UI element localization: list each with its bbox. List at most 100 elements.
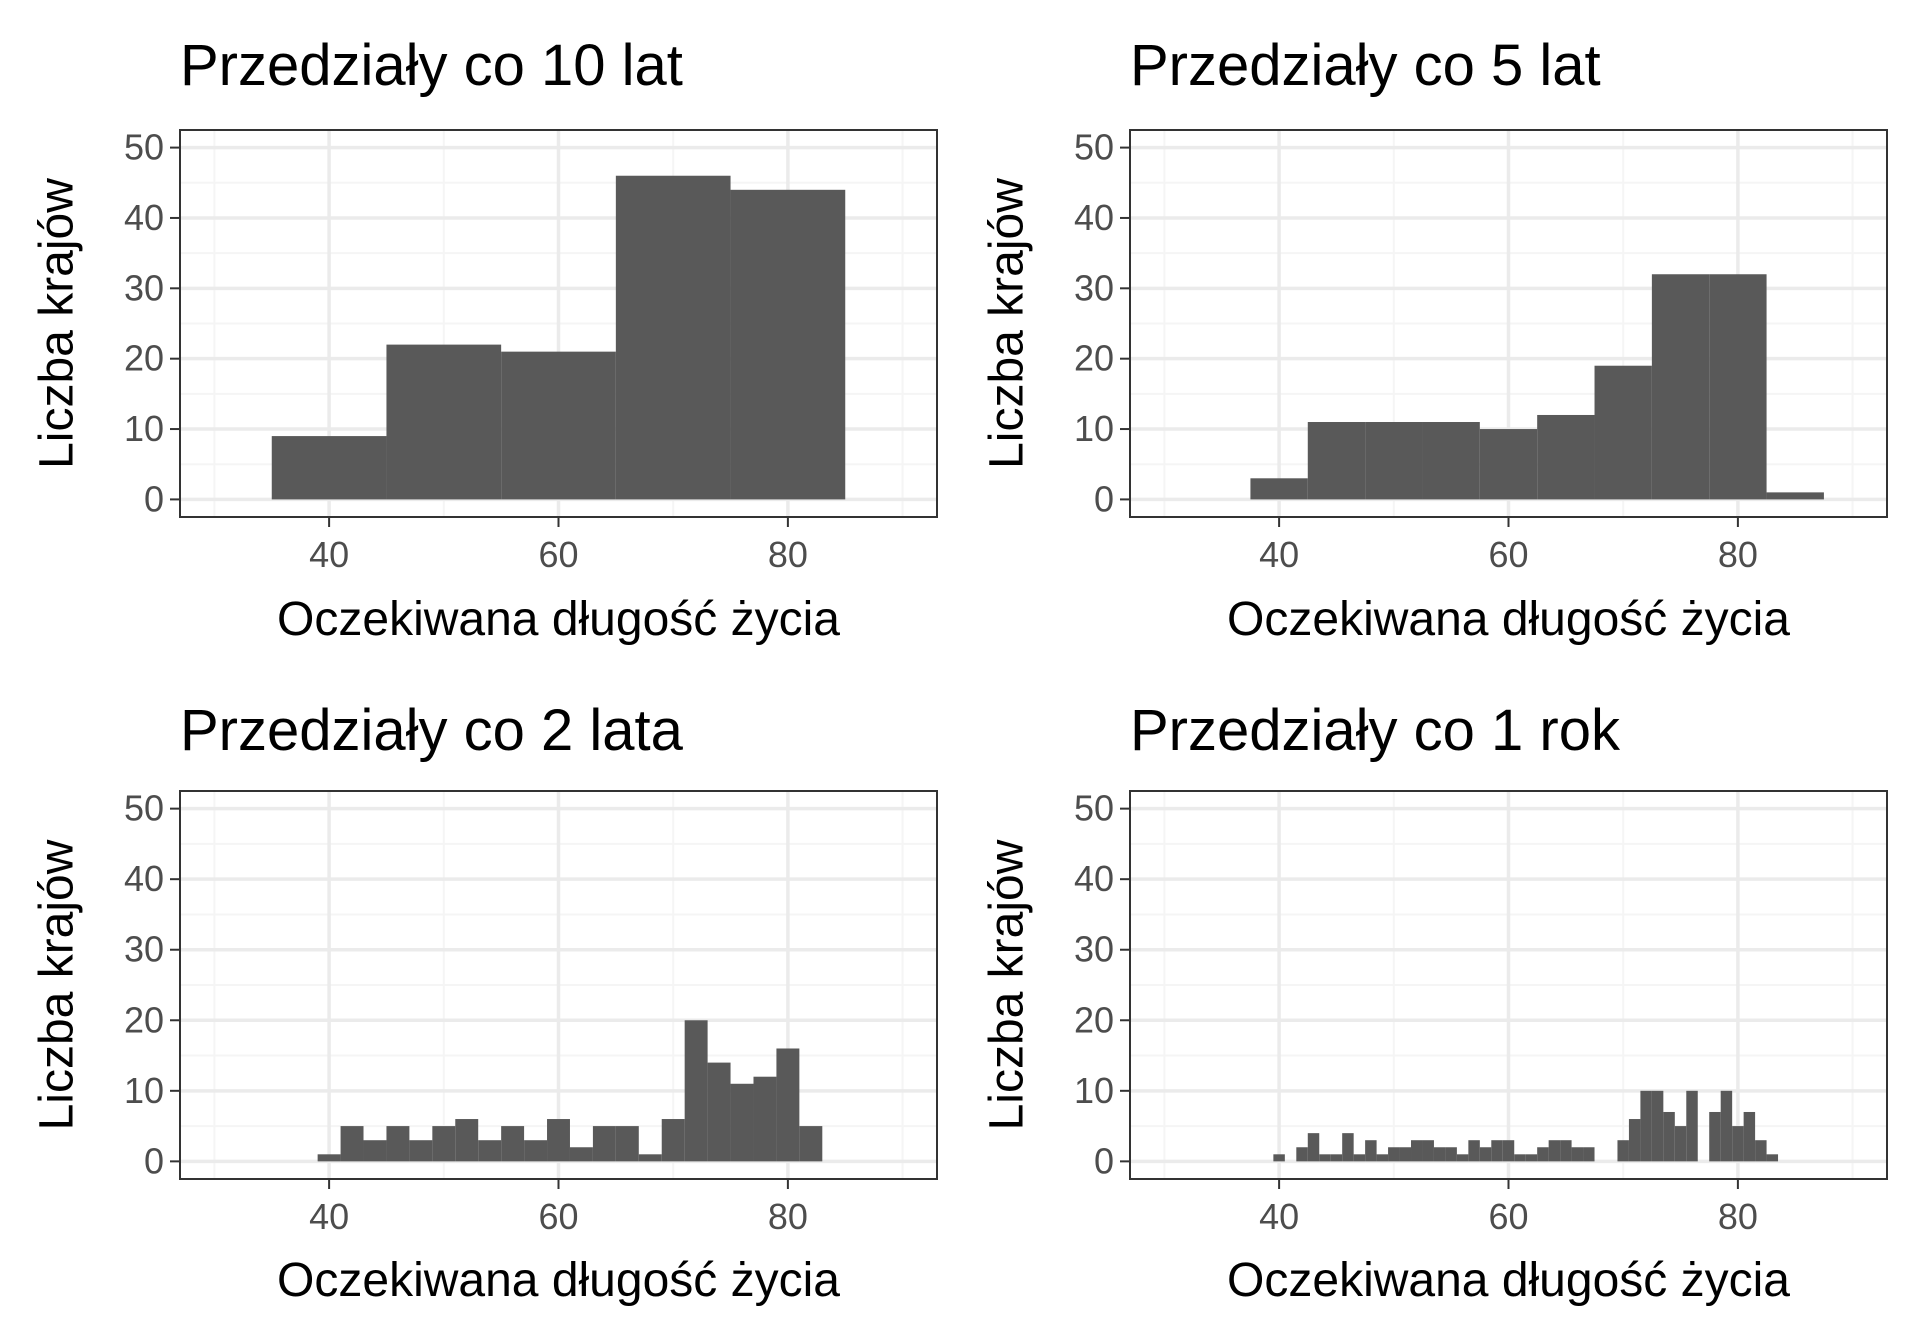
y-axis-title: Liczba krajów bbox=[981, 178, 1034, 469]
y-tick-label: 40 bbox=[124, 197, 164, 238]
histogram-bar bbox=[1674, 1126, 1687, 1162]
y-axis-title: Liczba krajów bbox=[31, 839, 84, 1130]
histogram-panel-3: 0 10 20 30 40 50 40 60 80 Przedziały co 2 lata Ocz… bbox=[31, 698, 938, 1307]
histogram-bar bbox=[1548, 1140, 1561, 1162]
histogram-bar bbox=[1766, 492, 1824, 500]
y-tick-label: 40 bbox=[1074, 858, 1114, 899]
histogram-bar bbox=[1766, 1154, 1779, 1162]
histogram-bar bbox=[1686, 1090, 1698, 1162]
grid-lines bbox=[1130, 791, 1887, 1179]
histogram-bar bbox=[1537, 1147, 1549, 1162]
histogram-bar bbox=[1651, 1090, 1664, 1162]
y-tick-label: 0 bbox=[144, 1140, 164, 1181]
histogram-bar bbox=[1732, 1126, 1744, 1162]
histogram-bar bbox=[1411, 1140, 1423, 1162]
y-tick-label: 50 bbox=[124, 127, 164, 168]
histogram-bar bbox=[1479, 1147, 1492, 1162]
histogram-bar bbox=[1709, 274, 1767, 500]
x-tick-label: 60 bbox=[538, 1196, 578, 1237]
y-axis-title: Liczba krajów bbox=[981, 839, 1034, 1130]
histogram-bar bbox=[1720, 1090, 1733, 1162]
histogram-bar bbox=[1617, 1140, 1629, 1162]
x-tick-label: 80 bbox=[768, 534, 808, 575]
chart-title: Przedziały co 10 lat bbox=[180, 33, 683, 98]
histogram-bars bbox=[1250, 274, 1824, 500]
histogram-bar bbox=[569, 1147, 593, 1162]
x-axis-title: Oczekiwana długość życia bbox=[1227, 593, 1790, 646]
histogram-bars bbox=[317, 1020, 823, 1162]
histogram-bar bbox=[1273, 1154, 1285, 1162]
histogram-bar bbox=[1365, 422, 1423, 500]
y-tick-label: 10 bbox=[124, 1070, 164, 1111]
histogram-bar bbox=[363, 1140, 387, 1162]
y-tick-label: 30 bbox=[1074, 267, 1114, 308]
histogram-bar bbox=[409, 1140, 433, 1162]
histogram-bar bbox=[1319, 1154, 1331, 1162]
histogram-bar bbox=[1583, 1147, 1595, 1162]
y-axis-title: Liczba krajów bbox=[31, 178, 84, 469]
histogram-panel-4: 0 10 20 30 40 50 40 60 80 Przedziały co 1 rok Ocze… bbox=[981, 698, 1888, 1307]
y-tick-label: 30 bbox=[1074, 929, 1114, 970]
x-tick-label: 40 bbox=[1259, 534, 1299, 575]
histogram-panel-1: 0 10 20 30 40 50 40 60 80 Przedziały co 10 lat Ocz… bbox=[31, 33, 938, 646]
x-axis-title: Oczekiwana długość życia bbox=[277, 593, 840, 646]
histogram-bar bbox=[1445, 1147, 1457, 1162]
y-tick-label: 10 bbox=[124, 408, 164, 449]
histogram-bar bbox=[661, 1119, 685, 1162]
x-tick-label: 40 bbox=[1259, 1196, 1299, 1237]
x-tick-label: 60 bbox=[538, 534, 578, 575]
histogram-bar bbox=[1376, 1154, 1389, 1162]
histogram-bar bbox=[1502, 1140, 1515, 1162]
histogram-bar bbox=[1422, 422, 1480, 500]
y-tick-label: 40 bbox=[124, 858, 164, 899]
y-tick-label: 20 bbox=[124, 338, 164, 379]
y-tick-label: 0 bbox=[144, 478, 164, 519]
x-tick-label: 80 bbox=[1718, 534, 1758, 575]
histogram-bars bbox=[1273, 1090, 1779, 1162]
x-tick-label: 60 bbox=[1488, 534, 1528, 575]
histogram-bar bbox=[478, 1140, 502, 1162]
histogram-bar bbox=[1755, 1140, 1767, 1162]
histogram-bar bbox=[1250, 478, 1308, 500]
histogram-bar bbox=[1743, 1111, 1756, 1162]
histogram-bar bbox=[1640, 1090, 1652, 1162]
y-tick-label: 50 bbox=[124, 788, 164, 829]
x-tick-label: 40 bbox=[309, 534, 349, 575]
histogram-bar bbox=[386, 344, 502, 500]
histogram-panel-2: 0 10 20 30 40 50 40 60 80 Przedziały co 5 lat Ocze… bbox=[981, 33, 1888, 646]
histogram-bar bbox=[524, 1140, 548, 1162]
histogram-bar bbox=[615, 175, 731, 500]
histogram-bar bbox=[1628, 1119, 1641, 1162]
histogram-bar bbox=[271, 436, 387, 500]
x-tick-label: 60 bbox=[1488, 1196, 1528, 1237]
histogram-bar bbox=[1330, 1154, 1343, 1162]
histogram-bar bbox=[340, 1126, 364, 1162]
y-tick-label: 0 bbox=[1094, 1140, 1114, 1181]
histogram-bar bbox=[1365, 1140, 1377, 1162]
histogram-bar bbox=[317, 1154, 341, 1162]
histogram-bar bbox=[1651, 274, 1710, 500]
histogram-bar bbox=[1594, 365, 1652, 500]
histogram-bar bbox=[1571, 1147, 1584, 1162]
x-tick-label: 80 bbox=[1718, 1196, 1758, 1237]
histogram-bar bbox=[1514, 1154, 1526, 1162]
histogram-bar bbox=[1307, 1133, 1320, 1162]
y-tick-label: 20 bbox=[1074, 338, 1114, 379]
y-tick-label: 0 bbox=[1094, 478, 1114, 519]
y-tick-label: 40 bbox=[1074, 197, 1114, 238]
y-tick-label: 30 bbox=[124, 929, 164, 970]
histogram-bar bbox=[753, 1076, 777, 1162]
histogram-bar bbox=[501, 1126, 525, 1162]
chart-title: Przedziały co 2 lata bbox=[180, 698, 684, 763]
histogram-bar bbox=[615, 1126, 639, 1162]
chart-title: Przedziały co 5 lat bbox=[1130, 33, 1601, 98]
histogram-bar bbox=[638, 1154, 662, 1162]
histogram-bar bbox=[1433, 1147, 1446, 1162]
histogram-bar bbox=[1399, 1147, 1412, 1162]
y-tick-label: 10 bbox=[1074, 1070, 1114, 1111]
histogram-bar bbox=[386, 1126, 410, 1162]
y-tick-label: 10 bbox=[1074, 408, 1114, 449]
histogram-bar bbox=[1468, 1140, 1480, 1162]
histogram-bar bbox=[1537, 414, 1595, 500]
histogram-bar bbox=[730, 189, 846, 500]
